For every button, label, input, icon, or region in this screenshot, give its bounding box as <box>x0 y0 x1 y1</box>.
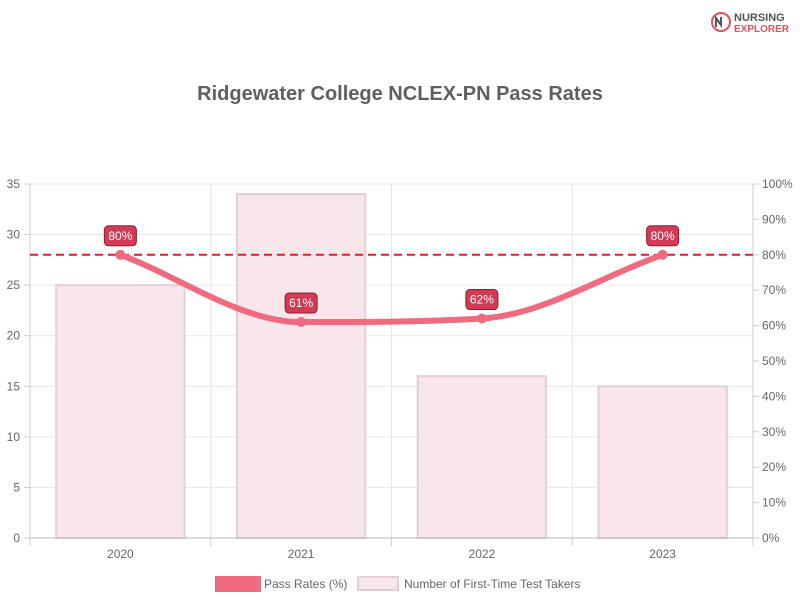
line-series <box>115 249 668 328</box>
right-axis-tick-label: 100% <box>762 177 793 191</box>
data-labels: 80% 61% 62% 80% <box>103 225 680 314</box>
data-label: 80% <box>651 229 675 243</box>
nursing-explorer-logo: NURSING EXPLORER <box>711 12 790 34</box>
pass-rate-point <box>657 249 668 260</box>
data-label-box <box>465 289 499 311</box>
left-axis-tick-label: 0 <box>13 531 20 545</box>
left-axis-tick-label: 35 <box>7 177 21 191</box>
x-axis-tick-label: 2021 <box>288 547 315 561</box>
logo-mark-icon <box>715 14 722 29</box>
data-label-box <box>284 292 318 314</box>
right-axis-tick-label: 60% <box>762 319 786 333</box>
chart-title: Ridgewater College NCLEX-PN Pass Rates <box>197 83 603 105</box>
left-axis-tick-label: 5 <box>13 480 20 494</box>
left-axis-tick-label: 20 <box>7 329 21 343</box>
bar <box>597 385 728 539</box>
bar <box>235 193 367 539</box>
right-axis-tick-label: 10% <box>762 496 786 510</box>
data-label-box <box>646 225 680 247</box>
right-axis-tick-label: 90% <box>762 212 786 226</box>
left-axis-tick-label: 15 <box>7 379 21 393</box>
x-axis-tick-label: 2020 <box>107 547 134 561</box>
logo-line1: NURSING <box>734 12 785 24</box>
pass-rate-point <box>115 249 126 260</box>
right-axis-tick-label: 80% <box>762 248 786 262</box>
legend-swatch-test-takers <box>357 576 399 591</box>
right-axis-tick-label: 70% <box>762 283 786 297</box>
pass-rate-point <box>476 313 487 324</box>
bar-series <box>55 193 728 539</box>
legend: Pass Rates (%) Number of First-Time Test … <box>215 576 580 592</box>
right-axis-tick-label: 50% <box>762 354 786 368</box>
legend-label-pass-rates: Pass Rates (%) <box>264 577 347 591</box>
logo-badge-icon <box>711 12 731 32</box>
logo-line2: EXPLORER <box>734 24 790 34</box>
left-axis-tick-label: 30 <box>7 228 21 242</box>
x-axis-tick-label: 2023 <box>649 547 676 561</box>
legend-swatch-pass-rates <box>215 576 261 592</box>
right-axis-tick-label: 30% <box>762 425 786 439</box>
axes: 0 5 10 15 20 25 30 35 0% 10% 20% 30% 40% 50% 60% 70% 80%… <box>7 177 793 561</box>
left-axis-tick-label: 25 <box>7 278 21 292</box>
right-axis-tick-label: 0% <box>762 531 780 545</box>
right-axis-tick-label: 40% <box>762 389 786 403</box>
data-label-box <box>103 225 137 247</box>
data-label: 80% <box>108 229 132 243</box>
right-axis-tick-label: 20% <box>762 460 786 474</box>
x-axis-tick-label: 2022 <box>469 547 496 561</box>
data-label: 61% <box>289 296 313 310</box>
data-label: 62% <box>470 293 494 307</box>
pass-rate-point <box>296 317 307 328</box>
pass-rate-line <box>117 251 666 326</box>
bar <box>55 284 186 539</box>
bar <box>416 375 548 539</box>
left-axis-tick-label: 10 <box>7 430 21 444</box>
legend-label-test-takers: Number of First-Time Test Takers <box>404 577 580 591</box>
